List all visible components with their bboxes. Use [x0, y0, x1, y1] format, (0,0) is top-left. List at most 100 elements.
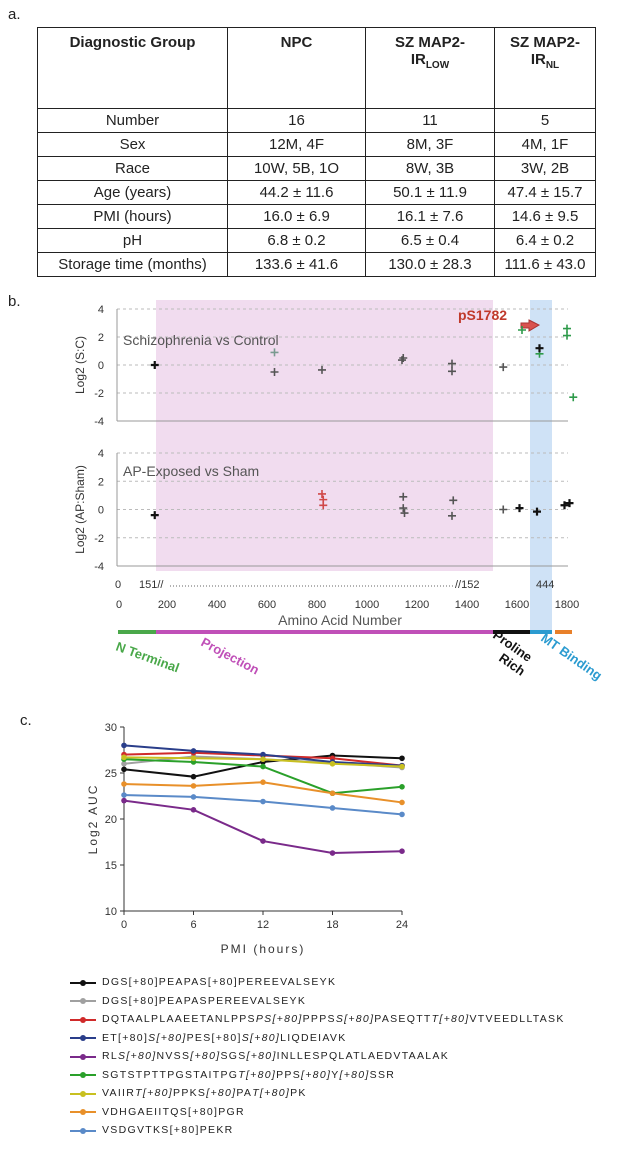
table-cell-label: Storage time (months): [37, 252, 228, 277]
legend-item: VDHGAEIITQS[+80]PGR: [70, 1103, 565, 1122]
legend-swatch: [70, 995, 96, 1006]
data-point-ap: [449, 496, 458, 505]
series-point: [190, 748, 197, 754]
x-axis-label: PMI (hours): [221, 942, 306, 956]
table-cell-low: 8M, 3F: [365, 132, 495, 157]
table-header-row: Diagnostic Group NPC SZ MAP2- IRLOW SZ MA…: [37, 27, 596, 109]
series-point: [260, 798, 266, 805]
y-tick-label: 20: [105, 814, 117, 826]
data-point-sz: [270, 348, 279, 357]
series-point: [399, 811, 405, 818]
table-row: PMI (hours) 16.0 ± 6.9 16.1 ± 7.6 14.6 ± 9.…: [37, 204, 596, 229]
annotation-ps1782: pS1782: [458, 307, 507, 323]
data-point-sz: [518, 326, 526, 334]
table-cell-label: Age (years): [37, 180, 228, 205]
data-point-ap: [533, 507, 541, 516]
table-cell-nl: 5: [494, 108, 596, 133]
y-tick-label: -2: [94, 388, 104, 400]
series-point: [121, 792, 127, 798]
table-cell-low: 50.1 ± 11.9: [365, 180, 495, 205]
legend-item: ET[+80]S[+80]PES[+80]S[+80]LIQDEIAVK: [70, 1029, 565, 1048]
series-point: [190, 755, 197, 762]
x-tick-label: 6: [190, 919, 196, 931]
series-point: [190, 794, 197, 800]
table-cell-low: 16.1 ± 7.6: [365, 204, 495, 229]
y-tick-label: 0: [98, 505, 104, 517]
panel-label-c: c.: [20, 712, 32, 729]
table-cell-low: 8W, 3B: [365, 156, 495, 181]
data-point-sz: [563, 324, 571, 333]
series-point: [121, 754, 127, 761]
table-row: Number 16 11 5: [37, 108, 596, 133]
panel-label-a: a.: [8, 6, 21, 23]
demographics-table: Diagnostic Group NPC SZ MAP2- IRLOW SZ MA…: [37, 27, 596, 277]
legend-label: RLS[+80]NVSS[+80]SGS[+80]INLLESPQLATLAED…: [102, 1050, 450, 1063]
series-point: [121, 742, 127, 749]
legend-swatch: [70, 1088, 96, 1099]
legend-label: VDHGAEIITQS[+80]PGR: [102, 1105, 245, 1118]
x-tick-label: 18: [326, 919, 338, 931]
series-point: [329, 761, 336, 767]
legend-item: SGTSTPTTPGSTAITPGT[+80]PPS[+80]Y[+80]SSR: [70, 1066, 565, 1085]
y-axis-label: Log2 AUC: [86, 784, 100, 855]
series-point: [190, 773, 197, 780]
header-sz-low-line1: SZ MAP2-: [394, 34, 465, 51]
series-point: [260, 763, 266, 770]
legend-label: SGTSTPTTPGSTAITPGT[+80]PPS[+80]Y[+80]SSR: [102, 1068, 396, 1081]
phospho-scatter-chart: 4 2 0 -2 -4 4 2 0 -2 -4 Schizophrenia vs Control AP…: [73, 300, 605, 683]
series-point: [399, 784, 405, 790]
series-point: [121, 766, 127, 773]
series-point: [190, 783, 197, 789]
x-tick-label: 0: [116, 599, 122, 611]
header-sz-low-line2: IR: [410, 51, 426, 68]
data-point-ap: [499, 505, 508, 514]
legend-swatch: [70, 1014, 96, 1025]
x-tick-label: 1600: [505, 599, 529, 611]
data-point-sz: [270, 368, 279, 376]
data-point-sz: [535, 344, 544, 353]
domain-bar: [493, 630, 530, 634]
legend-item: DQTAALPLAAEETANLPPSPS[+80]PPPSS[+80]PASE…: [70, 1010, 565, 1029]
domain-bar: [118, 630, 156, 634]
table-cell-nl: 3W, 2B: [494, 156, 596, 181]
legend-swatch: [70, 1051, 96, 1062]
y-tick-label: 0: [98, 360, 104, 372]
data-point-ap: [150, 511, 159, 520]
table-cell-low: 11: [365, 108, 495, 133]
y-tick-label: 2: [98, 476, 104, 488]
table-cell-npc: 16.0 ± 6.9: [227, 204, 366, 229]
table-cell-nl: 111.6 ± 43.0: [494, 252, 596, 277]
table-cell-npc: 6.8 ± 0.2: [227, 228, 366, 253]
y-tick-label: 30: [105, 722, 117, 734]
data-point-sz: [318, 365, 326, 374]
x-tick-label: 24: [396, 919, 408, 931]
break-label-right: //152: [455, 579, 479, 591]
table-cell-low: 6.5 ± 0.4: [365, 228, 495, 253]
table-cell-npc: 44.2 ± 11.6: [227, 180, 366, 205]
legend-item: VAIIRT[+80]PPKS[+80]PAT[+80]PK: [70, 1084, 565, 1103]
y-tick-label: 15: [105, 860, 117, 872]
domain-label: N Terminal: [114, 639, 181, 676]
series-point: [329, 850, 336, 856]
legend-swatch: [70, 977, 96, 988]
data-point-ap: [400, 509, 409, 518]
header-sz-low-sub: LOW: [425, 60, 450, 71]
header-npc: NPC: [227, 27, 366, 109]
chart-title-ap: AP-Exposed vs Sham: [123, 463, 259, 479]
legend-item: DGS[+80]PEAPASPEREEVALSEYK: [70, 992, 565, 1011]
domain-bar: [530, 630, 552, 634]
table-row: Race 10W, 5B, 1O 8W, 3B 3W, 2B: [37, 156, 596, 181]
legend-label: VAIIRT[+80]PPKS[+80]PAT[+80]PK: [102, 1087, 307, 1100]
table-cell-nl: 4M, 1F: [494, 132, 596, 157]
legend-label: DQTAALPLAAEETANLPPSPS[+80]PPPSS[+80]PASE…: [102, 1013, 565, 1026]
legend-item: DGS[+80]PEAPAS[+80]PEREEVALSEYK: [70, 973, 565, 992]
series-line: [123, 794, 403, 816]
table-cell-npc: 133.6 ± 41.6: [227, 252, 366, 277]
legend-swatch: [70, 1106, 96, 1117]
legend-swatch: [70, 1032, 96, 1043]
break-label-left: 151//: [139, 579, 164, 591]
data-point-ap: [318, 489, 326, 498]
data-point-sz: [448, 367, 456, 376]
break-label-zero: 0: [115, 579, 121, 591]
